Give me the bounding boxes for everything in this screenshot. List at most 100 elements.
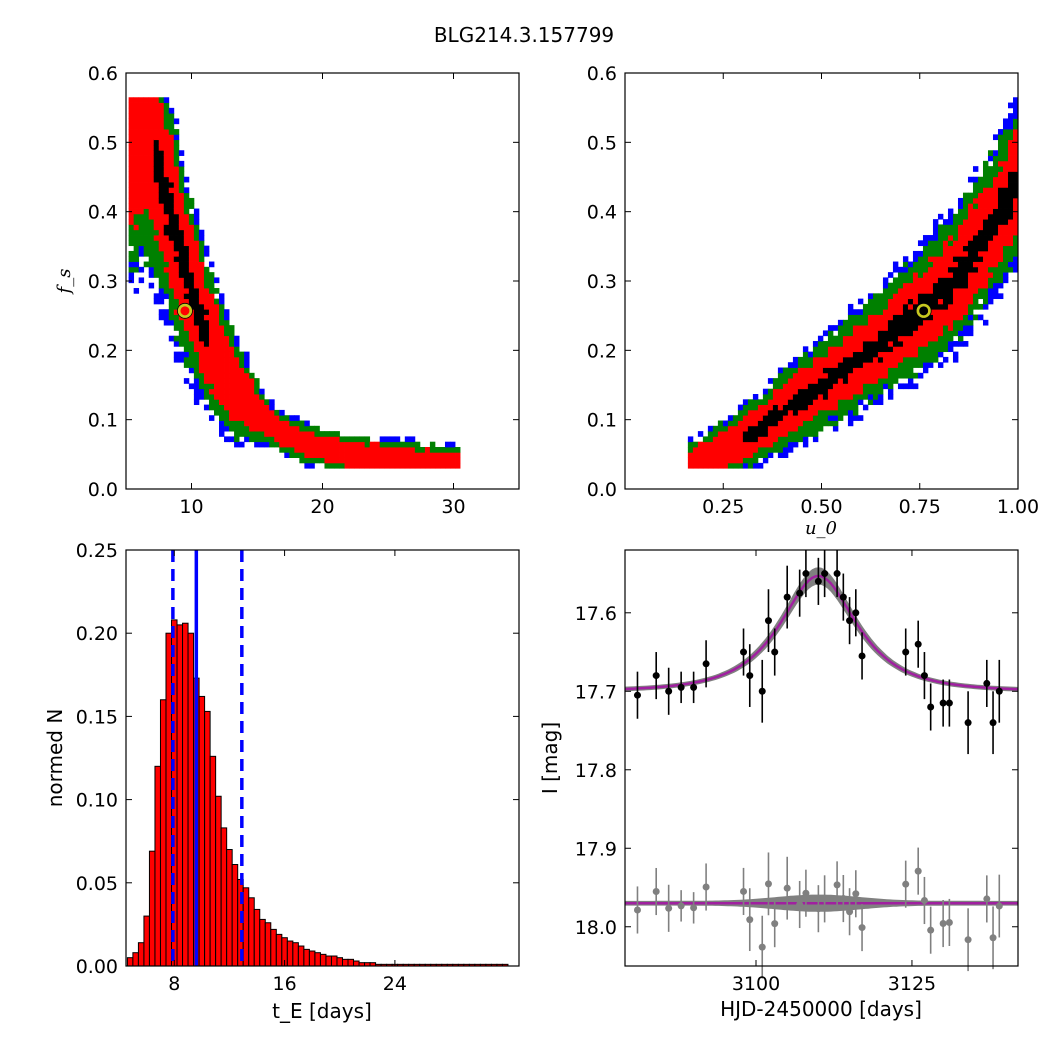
heatmap-cell-red (158, 219, 165, 225)
heatmap-cell-blue (722, 420, 729, 427)
heatmap-cell-red (942, 240, 949, 247)
heatmap-cell-green (1002, 150, 1009, 156)
heatmap-cell-green (163, 272, 170, 278)
heatmap-cell-red (737, 447, 744, 453)
data-point (746, 672, 754, 680)
heatmap-cell-red (912, 346, 919, 353)
heatmap-cell-red (952, 309, 959, 315)
data-point (858, 652, 866, 660)
heatmap-cell-black (163, 203, 170, 209)
heatmap-cell-green (877, 303, 884, 310)
heatmap-cell-red (354, 457, 361, 464)
heatmap-cell-red (379, 457, 386, 464)
heatmap-cell-red (239, 383, 245, 390)
heatmap-cell-red (163, 129, 170, 135)
heatmap-cell-black (1008, 203, 1014, 209)
heatmap-cell-red (737, 420, 744, 427)
heatmap-cell-green (967, 309, 974, 315)
heatmap-cell-green (234, 436, 240, 443)
heatmap-cell-blue (997, 282, 1004, 289)
heatmap-cell-green (203, 272, 210, 278)
heatmap-cell-red (234, 383, 240, 390)
heatmap-cell-red (787, 378, 794, 384)
heatmap-cell-red (138, 150, 145, 156)
heatmap-cell-red (807, 404, 814, 411)
heatmap-cell-green (967, 192, 974, 199)
heatmap-cell-black (198, 335, 205, 342)
heatmap-cell-black (977, 256, 984, 262)
heatmap-cell-red (219, 341, 225, 347)
heatmap-cell-red (747, 415, 754, 421)
heatmap-cell-red (229, 388, 235, 395)
heatmap-cell-red (128, 203, 135, 209)
heatmap-cell-red (997, 224, 1004, 231)
heatmap-cell-red (224, 383, 230, 390)
heatmap-cell-green (797, 436, 804, 443)
heatmap-cell-black (163, 208, 170, 215)
heatmap-cell-red (344, 447, 350, 453)
heatmap-cell-green (193, 235, 200, 241)
heatmap-cell-black (912, 303, 919, 310)
0-y-tick-label: 0.3 (88, 271, 118, 293)
heatmap-cell-green (158, 256, 165, 262)
heatmap-cell-blue (997, 293, 1004, 300)
heatmap-cell-green (927, 351, 934, 358)
heatmap-cell-red (967, 288, 974, 294)
heatmap-cell-black (747, 431, 754, 437)
heatmap-cell-red (862, 335, 869, 342)
heatmap-cell-blue (832, 325, 839, 331)
heatmap-cell-blue (822, 330, 829, 337)
heatmap-cell-green (133, 235, 140, 241)
heatmap-cell-red (947, 261, 954, 268)
heatmap-cell-red (163, 266, 170, 273)
heatmap-cell-green (727, 420, 734, 427)
heatmap-cell-red (213, 394, 220, 400)
heatmap-cell-red (992, 245, 999, 252)
heatmap-cell-red (912, 293, 919, 300)
heatmap-cell-red (133, 144, 140, 151)
heatmap-cell-green (168, 118, 175, 125)
heatmap-cell-red (717, 436, 724, 443)
heatmap-cell-red (229, 362, 235, 368)
heatmap-cell-green (987, 277, 994, 284)
heatmap-cell-green (168, 123, 175, 130)
0-x-tick-label: 30 (441, 496, 465, 518)
heatmap-cell-red (429, 462, 436, 469)
heatmap-cell-red (178, 192, 185, 199)
heatmap-cell-black (797, 388, 804, 395)
heatmap-cell-black (882, 335, 889, 342)
heatmap-cell-blue (802, 346, 809, 353)
heatmap-cell-black (897, 330, 904, 337)
heatmap-cell-blue (827, 415, 834, 421)
heatmap-cell-green (777, 378, 784, 384)
heatmap-cell-black (882, 330, 889, 337)
heatmap-cell-green (862, 314, 869, 321)
heatmap-cell-red (997, 235, 1004, 241)
heatmap-cell-blue (244, 351, 250, 358)
heatmap-cell-red (148, 107, 155, 114)
histogram-bar (154, 765, 161, 967)
heatmap-cell-red (239, 404, 245, 411)
heatmap-cell-green (244, 431, 250, 437)
heatmap-cell-red (244, 409, 250, 416)
heatmap-cell-red (219, 346, 225, 353)
heatmap-cell-red (702, 457, 709, 464)
heatmap-cell-red (394, 457, 401, 464)
heatmap-cell-green (972, 203, 979, 209)
heatmap-cell-black (762, 420, 769, 427)
heatmap-cell-red (229, 383, 235, 390)
heatmap-cell-red (797, 372, 804, 379)
heatmap-cell-red (188, 319, 195, 326)
heatmap-cell-red (229, 415, 235, 421)
heatmap-cell-blue (198, 388, 205, 395)
data-point (652, 672, 660, 680)
heatmap-cell-black (962, 256, 969, 262)
heatmap-cell-red (877, 314, 884, 321)
heatmap-cell-green (757, 399, 764, 406)
heatmap-cell-green (882, 303, 889, 310)
best-fit-marker (177, 303, 193, 319)
heatmap-cell-red (249, 388, 255, 395)
heatmap-cell-green (178, 187, 185, 194)
heatmap-cell-black (962, 261, 969, 268)
histogram-bar (314, 952, 321, 967)
